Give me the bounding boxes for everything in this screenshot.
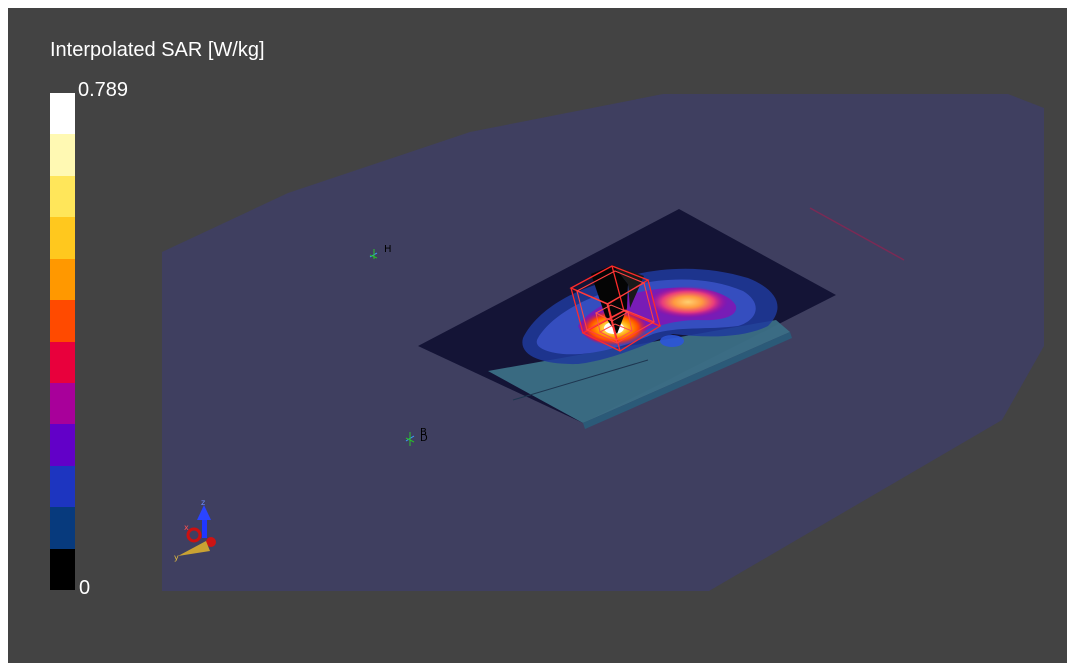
orientation-axes[interactable]: z x y — [174, 498, 216, 562]
colorbar-min-label: 0 — [79, 577, 91, 599]
colorbar-segment — [50, 507, 75, 549]
y-axis-arrow — [178, 541, 210, 556]
colorbar-segment — [50, 424, 75, 466]
y-axis-label: y — [174, 553, 179, 562]
marker-bd-axis-z — [405, 437, 415, 443]
colorbar-segment — [50, 382, 75, 425]
device-slab-seam — [512, 359, 649, 401]
colorbar-segment — [50, 93, 75, 135]
colorbar-segment — [50, 341, 75, 383]
colorbar — [50, 93, 75, 591]
x-axis-label: x — [184, 523, 189, 532]
marker-h-axis-z — [369, 254, 378, 259]
colorbar-title: Interpolated SAR [W/kg] — [50, 39, 265, 61]
sar-scene[interactable]: H B D z x y — [8, 8, 1067, 663]
marker-bd[interactable]: B D — [405, 427, 428, 446]
sar-spot-lower — [660, 335, 684, 347]
colorbar-segment — [50, 300, 75, 342]
marker-h[interactable]: H — [369, 244, 392, 259]
device-slab-top — [488, 320, 790, 423]
z-axis-arrow — [197, 505, 211, 520]
phantom-edge-line — [809, 207, 905, 261]
bounding-box-small — [594, 304, 634, 341]
3d-viewport[interactable]: H B D z x y Interpolated SAR [W/kg] 0.78… — [8, 8, 1067, 663]
colorbar-max-label: 0.789 — [78, 79, 129, 101]
colorbar-segment — [50, 217, 75, 259]
marker-d-label: D — [420, 433, 428, 444]
colorbar-segment — [50, 134, 75, 176]
z-axis-shaft — [202, 518, 207, 538]
colorbar-segment — [50, 258, 75, 301]
device-slab-edge — [583, 332, 792, 429]
marker-h-label: H — [384, 244, 392, 255]
z-axis-label: z — [201, 498, 205, 507]
colorbar-segment — [50, 548, 75, 591]
bounding-box-inner — [575, 270, 656, 344]
origin-sphere — [206, 537, 216, 547]
colorbar-segment — [50, 465, 75, 508]
sar-hotspot-secondary — [648, 286, 728, 318]
marker-b-label: B — [420, 427, 427, 438]
colorbar-segment — [50, 175, 75, 218]
x-axis-ring — [186, 527, 202, 543]
